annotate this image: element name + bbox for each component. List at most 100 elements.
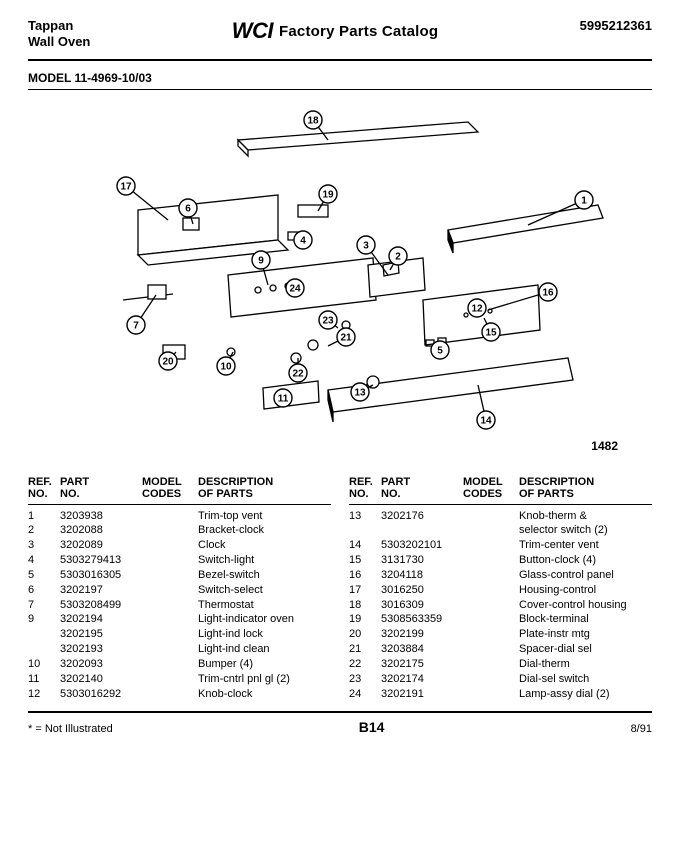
cell-model: [142, 538, 198, 553]
svg-text:3: 3: [363, 240, 369, 251]
product-name: Wall Oven: [28, 34, 90, 50]
cell-desc: Light-ind clean: [198, 642, 331, 657]
cell-desc: Housing-control: [519, 583, 652, 598]
cell-desc: Block-terminal: [519, 612, 652, 627]
cell-part: 3202194: [60, 612, 142, 627]
cell-part: 5308563359: [381, 612, 463, 627]
svg-text:23: 23: [322, 315, 334, 326]
cell-model: [142, 583, 198, 598]
table-row: 163204118Glass-control panel: [349, 568, 652, 583]
cell-desc: Light-indicator oven: [198, 612, 331, 627]
cell-desc: Dial-therm: [519, 657, 652, 672]
cell-model: [463, 523, 519, 538]
cell-model: [142, 687, 198, 702]
catalog-number: 5995212361: [580, 18, 652, 33]
cell-ref: 16: [349, 568, 381, 583]
table-row: 233202174Dial-sel switch: [349, 672, 652, 687]
footer-date: 8/91: [631, 723, 652, 735]
cell-ref: 19: [349, 612, 381, 627]
callout-17: 17: [117, 177, 135, 195]
table-bottom-rule: [28, 711, 652, 713]
callout-23: 23: [319, 311, 337, 329]
cell-model: [463, 553, 519, 568]
svg-text:15: 15: [485, 327, 497, 338]
cell-desc: Light-ind lock: [198, 627, 331, 642]
svg-text:5: 5: [437, 345, 443, 356]
page-header: Tappan Wall Oven WCI Factory Parts Catal…: [28, 18, 652, 57]
col-ref: REF.NO.: [28, 476, 60, 500]
callout-5: 5: [431, 341, 449, 359]
cell-desc: Switch-light: [198, 553, 331, 568]
callout-9: 9: [252, 251, 270, 269]
cell-model: [142, 642, 198, 657]
cell-desc: Glass-control panel: [519, 568, 652, 583]
cell-ref: [28, 627, 60, 642]
table-row: 183016309Cover-control housing: [349, 598, 652, 613]
callout-6: 6: [179, 199, 197, 217]
cell-part: 5303016305: [60, 568, 142, 583]
cell-model: [142, 509, 198, 524]
callout-3: 3: [357, 236, 375, 254]
cell-model: [463, 672, 519, 687]
cell-part: 5303016292: [60, 687, 142, 702]
callout-11: 11: [274, 389, 292, 407]
svg-text:9: 9: [258, 255, 264, 266]
callout-21: 21: [337, 328, 355, 346]
table-row: 195308563359 Block-terminal: [349, 612, 652, 627]
table-row: 203202199Plate-instr mtg: [349, 627, 652, 642]
parts-table-right: REF.NO. PARTNO. MODELCODES DESCRIPTIONOF…: [349, 476, 652, 702]
cell-part: 3202197: [60, 583, 142, 598]
table-row: 113202140Trim-cntrl pnl gl (2): [28, 672, 331, 687]
parts-table: REF.NO. PARTNO. MODELCODES DESCRIPTIONOF…: [28, 476, 652, 702]
col-model: MODELCODES: [463, 476, 519, 500]
svg-text:7: 7: [133, 320, 139, 331]
cell-desc: Trim-center vent: [519, 538, 652, 553]
svg-text:1482: 1482: [591, 439, 618, 453]
cell-ref: 17: [349, 583, 381, 598]
cell-part: 3202195: [60, 627, 142, 642]
svg-text:13: 13: [354, 387, 366, 398]
col-ref: REF.NO.: [349, 476, 381, 500]
cell-part: 3202140: [60, 672, 142, 687]
cell-ref: 9: [28, 612, 60, 627]
cell-ref: 10: [28, 657, 60, 672]
table-row: 23202088Bracket-clock: [28, 523, 331, 538]
table-row: 55303016305Bezel-switch: [28, 568, 331, 583]
cell-model: [463, 642, 519, 657]
callout-14: 14: [477, 411, 495, 429]
cell-model: [142, 568, 198, 583]
cell-model: [463, 568, 519, 583]
cell-model: [463, 657, 519, 672]
table-row: 93202194 Light-indicator oven: [28, 612, 331, 627]
table-header: REF.NO. PARTNO. MODELCODES DESCRIPTIONOF…: [349, 476, 652, 505]
callout-4: 4: [294, 231, 312, 249]
callout-19: 19: [319, 185, 337, 203]
table-row: 153131730Button-clock (4): [349, 553, 652, 568]
header-center: WCI Factory Parts Catalog: [232, 18, 439, 44]
cell-model: [142, 598, 198, 613]
cell-part: 5303208499: [60, 598, 142, 613]
table-row: 3202195 Light-ind lock: [28, 627, 331, 642]
cell-desc: Trim-cntrl pnl gl (2): [198, 672, 331, 687]
table-row: 173016250Housing-control: [349, 583, 652, 598]
cell-ref: 3: [28, 538, 60, 553]
col-part: PARTNO.: [60, 476, 142, 500]
callout-10: 10: [217, 357, 235, 375]
cell-part: 3202089: [60, 538, 142, 553]
cell-part: 3016309: [381, 598, 463, 613]
callout-2: 2: [389, 247, 407, 265]
svg-text:10: 10: [220, 361, 232, 372]
cell-model: [142, 612, 198, 627]
table-header: REF.NO. PARTNO. MODELCODES DESCRIPTIONOF…: [28, 476, 331, 505]
page-number: B14: [359, 719, 385, 735]
cell-desc: Plate-instr mtg: [519, 627, 652, 642]
cell-model: [142, 627, 198, 642]
cell-model: [463, 627, 519, 642]
svg-text:17: 17: [120, 181, 132, 192]
cell-desc: Lamp-assy dial (2): [519, 687, 652, 702]
cell-desc: Bumper (4): [198, 657, 331, 672]
cell-ref: 21: [349, 642, 381, 657]
table-row: selector switch (2): [349, 523, 652, 538]
svg-text:19: 19: [322, 189, 334, 200]
cell-model: [463, 538, 519, 553]
